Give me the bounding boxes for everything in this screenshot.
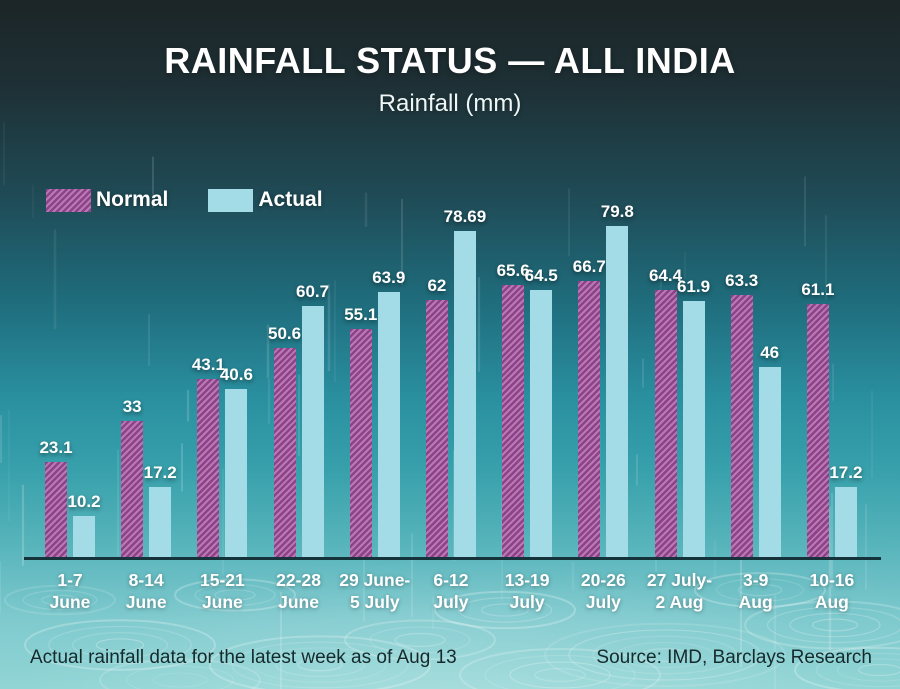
legend-item-actual: Actual [208,188,323,212]
bar-actual: 10.2 [67,492,101,558]
x-axis-label: 6-12 July [433,570,469,612]
bar-normal: 55.1 [344,305,377,558]
bar-value-label: 61.1 [801,280,835,299]
bar-actual: 61.9 [677,277,710,558]
x-axis-label: 13-19 July [504,570,550,612]
bar-value-label: 46 [760,343,780,362]
bar-group: 62 78.69 6-12 July [425,207,486,612]
bar-value-label: 50.6 [268,324,302,343]
legend-label-normal: Normal [96,188,169,211]
footer-note: Actual rainfall data for the latest week… [30,647,457,668]
bar-value-label: 10.2 [67,492,101,511]
bar-value-label: 78.69 [443,207,487,226]
bar-group: 61.1 17.2 10-16 Aug [801,280,862,612]
legend-label-actual: Actual [258,188,323,211]
x-axis-label: 29 June- 5 July [339,570,411,612]
legend-item-normal: Normal [46,188,168,212]
x-axis-label: 3-9 Aug [738,570,773,612]
bar-group: 33 17.2 8-14 June [121,397,177,612]
page-title: RAINFALL STATUS — ALL INDIA [164,40,736,81]
bar-normal: 66.7 [573,257,606,558]
bar-value-label: 23.1 [39,438,73,457]
bar-normal: 43.1 [192,355,225,558]
plot-area: 23.1 10.2 1-7 June 33 17.2 8-14 June 43.1 40.6 1… [39,202,862,612]
bar-value-label: 40.6 [219,365,253,384]
bar-normal: 61.1 [801,280,834,558]
bar-value-label: 17.2 [143,463,177,482]
bar-actual: 60.7 [296,282,329,558]
bar-normal: 65.6 [497,261,530,558]
bar-normal: 23.1 [39,438,73,558]
x-axis-label: 20-26 July [580,570,626,612]
bar-group: 64.4 61.9 27 July- 2 Aug [647,266,712,612]
bar-value-label: 17.2 [829,463,863,482]
bar-actual: 17.2 [829,463,862,558]
bar-value-label: 64.4 [648,266,683,285]
bar-value-label: 33 [122,397,142,416]
bar-actual: 78.69 [444,207,486,558]
bar-value-label: 60.7 [296,282,330,301]
bar-normal: 62 [425,276,448,558]
x-axis-label: 27 July- 2 Aug [646,570,713,612]
bar-value-label: 62 [427,276,447,295]
footer-source: Source: IMD, Barclays Research [596,647,872,668]
bar-value-label: 61.9 [676,277,711,296]
bar-actual: 64.5 [525,266,558,558]
bar-value-label: 63.9 [372,268,406,287]
bar-group: 66.7 79.8 20-26 July [573,202,634,612]
bar-group: 43.1 40.6 15-21 June [192,355,253,612]
bar-value-label: 43.1 [191,355,225,374]
bar-value-label: 65.6 [496,261,530,280]
x-axis-label: 1-7 June [49,570,91,612]
x-axis-label: 10-16 Aug [809,570,855,612]
bar-group: 65.6 64.5 13-19 July [497,261,558,612]
bar-normal: 50.6 [268,324,301,558]
bar-value-label: 55.1 [344,305,378,324]
bar-group: 55.1 63.9 29 June- 5 July [339,268,410,612]
bar-actual: 17.2 [144,463,177,558]
bar-actual: 40.6 [220,365,253,558]
bar-group: 63.3 46 3-9 Aug [725,271,781,612]
x-axis-label: 15-21 June [199,570,245,612]
bar-group: 50.6 60.7 22-28 June [268,282,329,612]
bar-group: 23.1 10.2 1-7 June [39,438,101,612]
bar-value-label: 64.5 [524,266,558,285]
bar-actual: 63.9 [372,268,405,558]
x-axis-label: 8-14 June [125,570,167,612]
footer: Actual rainfall data for the latest week… [30,647,872,669]
x-axis-label: 22-28 June [276,570,321,612]
x-axis-line [24,557,881,560]
bar-actual: 46 [758,343,781,558]
bar-value-label: 66.7 [572,257,606,276]
bar-normal: 63.3 [725,271,758,558]
legend-swatch-actual [208,188,254,212]
bar-actual: 79.8 [601,202,634,558]
bar-value-label: 63.3 [725,271,759,290]
bar-value-label: 79.8 [600,202,634,221]
bar-normal: 64.4 [649,266,682,558]
legend: Normal Actual [46,188,323,212]
legend-swatch-normal [46,188,91,212]
bar-normal: 33 [121,397,144,558]
chart-subtitle: Rainfall (mm) [378,90,522,117]
